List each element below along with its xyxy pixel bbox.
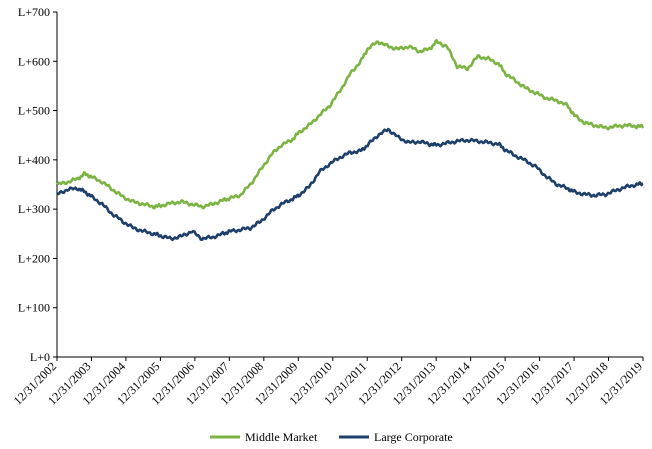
series-line-large-corporate <box>56 127 644 242</box>
legend-label-large-corporate: Large Corporate <box>374 430 453 444</box>
legend: Middle Market Large Corporate <box>210 430 453 444</box>
y-tick-label: L+700 <box>18 5 50 19</box>
y-tick-label: L+600 <box>18 54 50 68</box>
y-tick-label: L+400 <box>18 153 50 167</box>
y-tick-label: L+100 <box>18 301 50 315</box>
series-layer <box>56 39 645 242</box>
y-tick-label: L+300 <box>18 202 50 216</box>
y-tick-label: L+0 <box>30 350 50 364</box>
series-line-middle-market <box>56 39 645 210</box>
legend-label-middle-market: Middle Market <box>245 430 318 444</box>
y-tick-label: L+200 <box>18 251 50 265</box>
y-tick-label: L+500 <box>18 104 50 118</box>
